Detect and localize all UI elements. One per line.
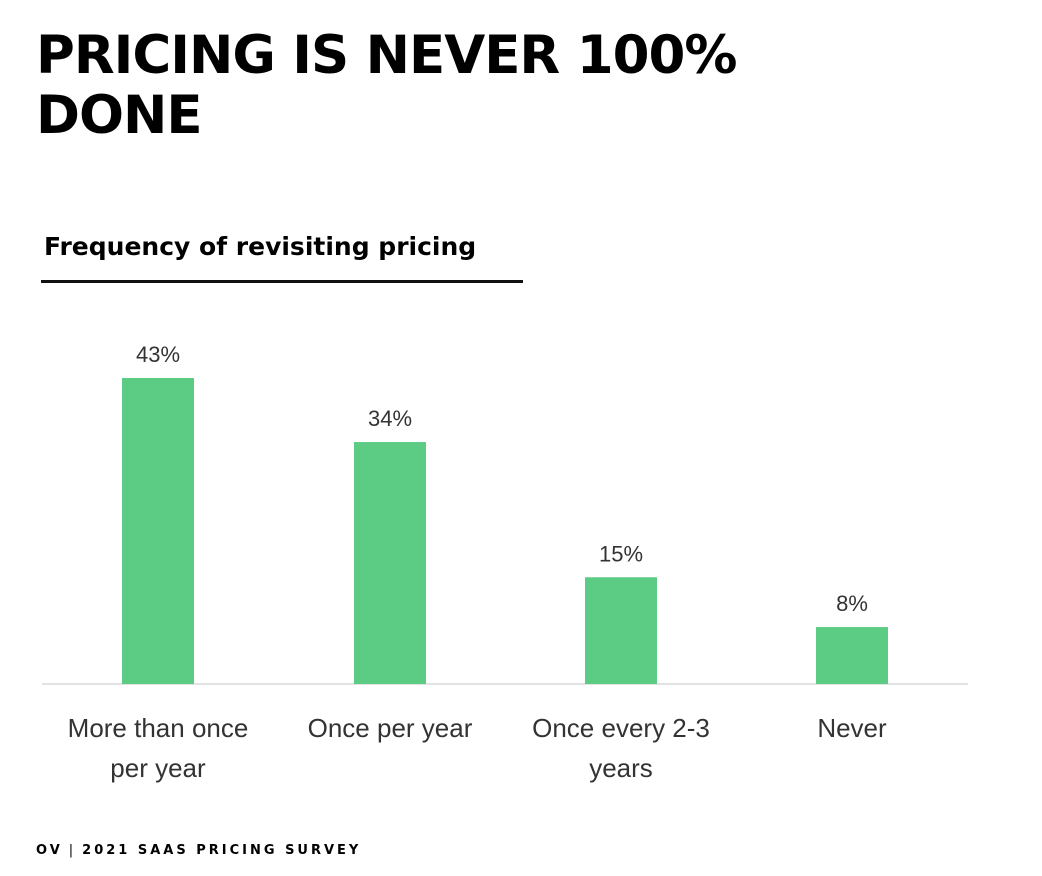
bar-2 — [585, 577, 657, 684]
data-label-3: 8% — [836, 591, 868, 616]
chart-title: Frequency of revisiting pricing — [44, 232, 477, 261]
footer-survey-label: 2021 SAAS PRICING SURVEY — [82, 843, 362, 858]
bar-3 — [816, 627, 888, 684]
category-label-1-line-0: Once per year — [308, 713, 473, 743]
chart-title-underline — [41, 280, 523, 283]
category-label-0-line-1: per year — [110, 753, 206, 783]
footer-logo: OV — [36, 843, 63, 858]
category-label-0-line-0: More than once — [68, 713, 249, 743]
data-label-0: 43% — [136, 342, 180, 367]
footer: OV | 2021 SAAS PRICING SURVEY — [36, 843, 361, 858]
page-title-line-2: DONE — [36, 85, 203, 146]
data-label-2: 15% — [599, 541, 643, 566]
bar-0 — [122, 378, 194, 684]
category-label-2-line-0: Once every 2-3 — [532, 713, 710, 743]
bar-chart: 43% More than once per year 34% Once per yea… — [42, 342, 968, 783]
data-label-1: 34% — [368, 406, 412, 431]
bar-1 — [354, 442, 426, 684]
category-label-2-line-1: years — [589, 753, 653, 783]
footer-separator: | — [68, 843, 77, 858]
category-label-3-line-0: Never — [817, 713, 887, 743]
page-title-line-1: PRICING IS NEVER 100% — [36, 25, 737, 86]
page-title: PRICING IS NEVER 100% DONE — [36, 26, 936, 146]
